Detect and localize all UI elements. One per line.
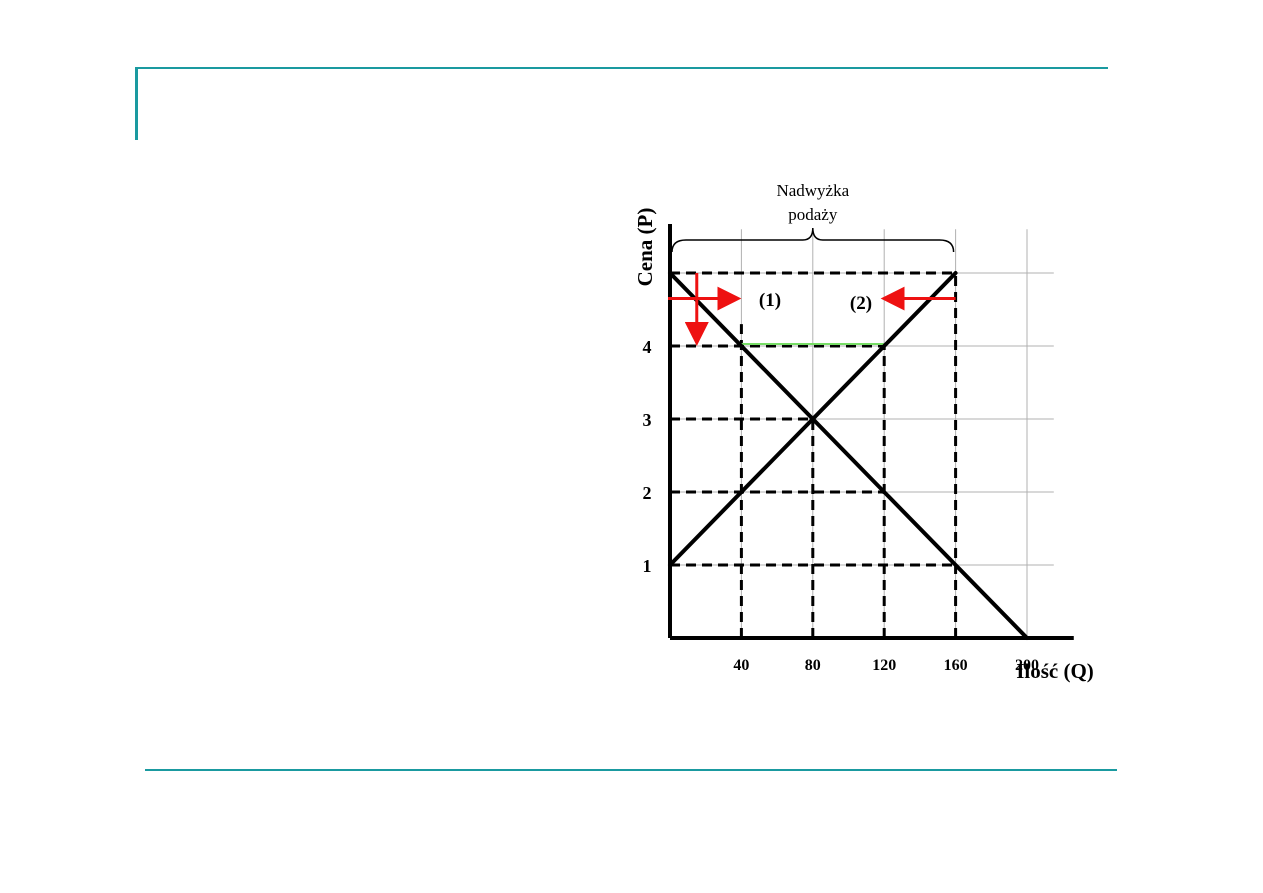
slide-frame-bottom [145,769,1117,771]
surplus-annotation-text: podaży [788,205,838,224]
arrow-2-label: (2) [850,293,872,314]
grid [670,229,1054,638]
axes [668,224,1074,640]
x-tick-label: 120 [872,657,896,674]
series-layer [668,271,1029,640]
x-tick-label: 200 [1015,657,1039,674]
x-tick-label: 80 [805,657,821,674]
slide-frame-left [135,67,138,140]
y-axis-label: Cena (P) [633,208,657,287]
y-tick-label: 2 [643,483,652,503]
surplus-annotation-text: Nadwyżka [776,181,849,200]
supply-curve [668,271,958,567]
demand-curve [668,271,1029,640]
x-tick-label: 160 [944,657,968,674]
x-axis-label: Ilość (Q) [1016,659,1094,683]
x-tick-label: 40 [733,657,749,674]
reference-lines [670,271,958,638]
annotations: Nadwyżka podaży [671,181,955,253]
surplus-brace [671,227,955,253]
arrows: (1) (2) [668,273,956,346]
y-tick-label: 4 [643,337,652,357]
y-tick-label: 1 [643,556,652,576]
arrow-1-label: (1) [759,290,781,311]
y-tick-label: 3 [643,410,652,430]
slide-frame-top [135,67,1108,69]
